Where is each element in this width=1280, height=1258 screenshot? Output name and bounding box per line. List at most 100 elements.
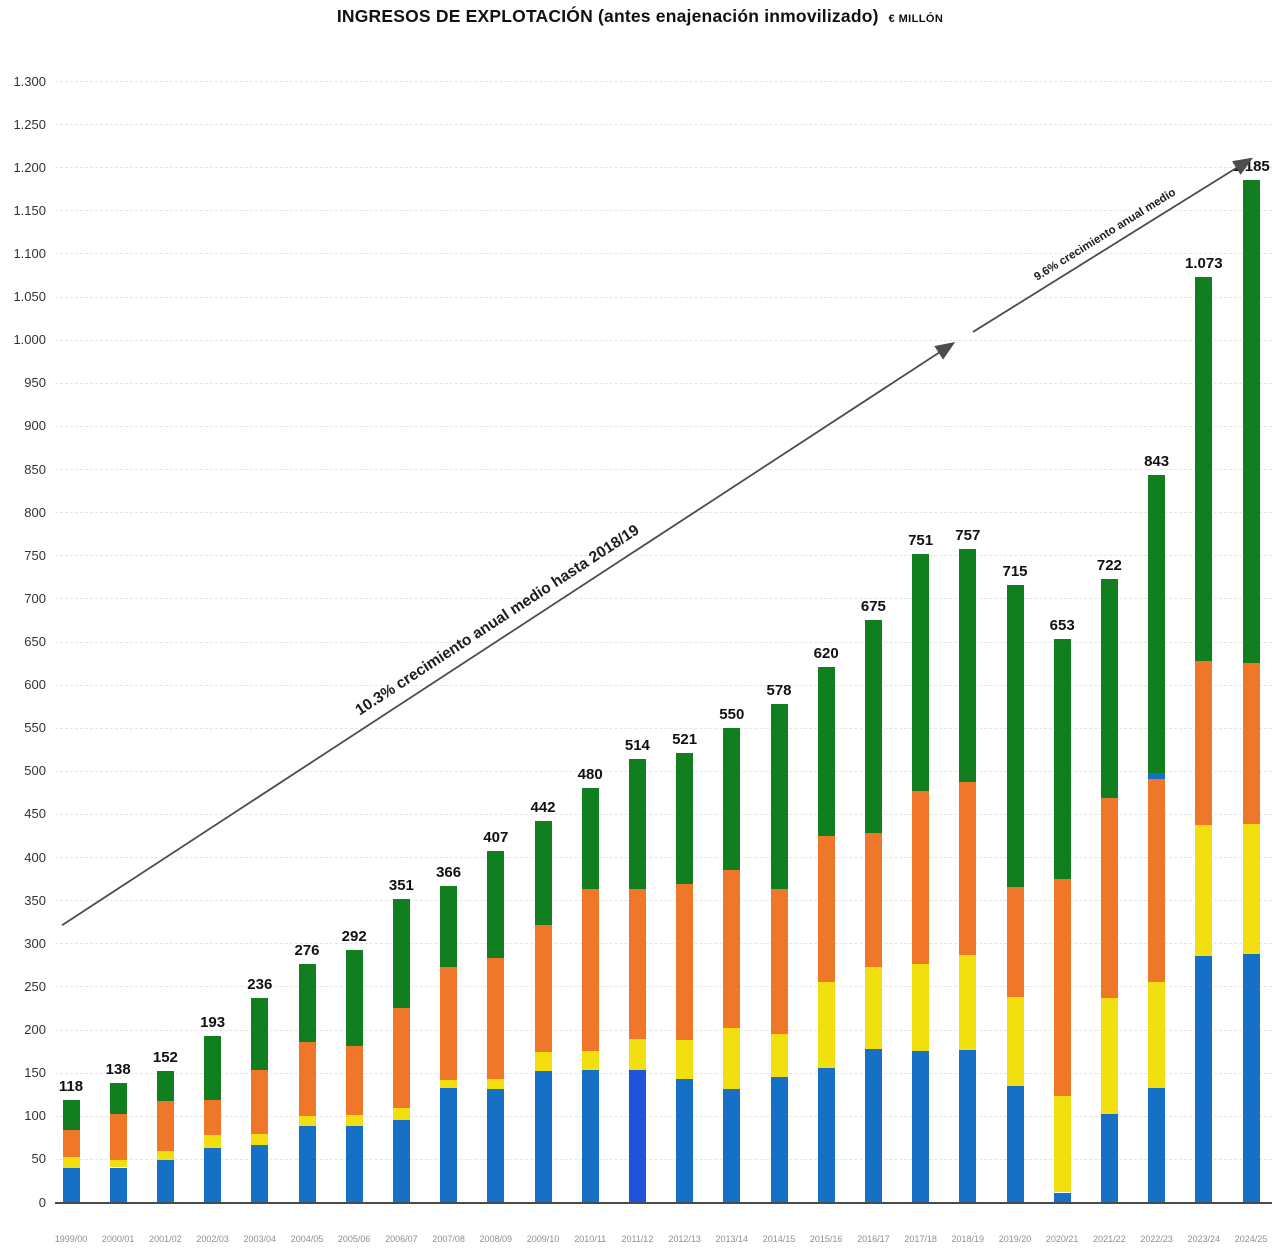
bar-2000/01-segment-green bbox=[109, 1083, 127, 1115]
bar-2019/20-segment-yellow bbox=[1006, 996, 1024, 1087]
bar-2014/15-segment-green bbox=[770, 703, 788, 889]
gridline-650 bbox=[55, 641, 1272, 643]
bar-total-label: 366 bbox=[436, 864, 462, 882]
bar-2008/09-segment-blue bbox=[487, 1089, 505, 1202]
bar-2021/22-segment-green bbox=[1100, 579, 1118, 798]
y-axis-tick-label: 600 bbox=[24, 677, 46, 693]
y-axis-tick-label: 800 bbox=[24, 504, 46, 520]
x-axis-label: 2007/08 bbox=[432, 1234, 465, 1244]
bar-2014/15-segment-orange bbox=[770, 888, 788, 1034]
bar-2011/12-segment-orange bbox=[628, 888, 646, 1040]
gridline-200 bbox=[55, 1029, 1272, 1031]
bar-2010/11-segment-blue bbox=[581, 1070, 599, 1202]
gridline-500 bbox=[55, 770, 1272, 772]
gridline-100 bbox=[55, 1115, 1272, 1117]
chart-header: INGRESOS DE EXPLOTACIÓN (antes enajenaci… bbox=[0, 6, 1280, 27]
bar-2024/25-segment-yellow bbox=[1242, 824, 1260, 954]
x-axis-label: 2005/06 bbox=[337, 1234, 371, 1244]
bar-2013/14-segment-yellow bbox=[723, 1027, 741, 1090]
y-axis-tick-label: 950 bbox=[24, 375, 46, 391]
bar-2020/21-segment-yellow bbox=[1053, 1095, 1071, 1193]
bar-2012/13-segment-blue bbox=[676, 1078, 694, 1202]
bar-2009/10-segment-green bbox=[534, 820, 552, 926]
x-axis-label: 2011/12 bbox=[621, 1234, 654, 1244]
bar-2020/21-segment-green bbox=[1053, 638, 1071, 879]
bar-2005/06-segment-blue bbox=[345, 1126, 363, 1202]
bar-2011/12-segment-yellow bbox=[628, 1039, 646, 1071]
bar-2012/13-segment-green bbox=[676, 752, 694, 884]
x-axis-label: 2021/22 bbox=[1093, 1234, 1126, 1244]
y-axis-tick-label: 100 bbox=[24, 1108, 46, 1124]
x-axis-label: 2004/05 bbox=[290, 1234, 324, 1244]
bar-2009/10-segment-yellow bbox=[534, 1051, 552, 1071]
gridline-1150 bbox=[55, 210, 1272, 212]
bar-2021/22-segment-blue bbox=[1100, 1114, 1118, 1202]
bar-1999/00-segment-green bbox=[62, 1100, 80, 1131]
bar-2015/16-segment-green bbox=[817, 667, 835, 837]
gridline-750 bbox=[55, 555, 1272, 557]
gridline-600 bbox=[55, 684, 1272, 686]
bar-2008/09-segment-orange bbox=[487, 957, 505, 1079]
bar-2016/17-segment-yellow bbox=[864, 967, 882, 1050]
bar-2017/18-segment-orange bbox=[912, 790, 930, 964]
y-axis-tick-label: 1.300 bbox=[13, 73, 46, 89]
y-axis-tick-label: 900 bbox=[24, 418, 46, 434]
x-axis-label: 2012/13 bbox=[668, 1234, 701, 1244]
bar-2023/24-segment-blue bbox=[1195, 956, 1213, 1202]
bar-2014/15-segment-yellow bbox=[770, 1033, 788, 1077]
bar-2022/23-segment-blue bbox=[1148, 1088, 1166, 1202]
bar-2021/22-segment-orange bbox=[1100, 797, 1118, 999]
bar-2007/08-segment-blue bbox=[440, 1088, 458, 1202]
bar-total-label: 442 bbox=[530, 798, 556, 816]
gridline-900 bbox=[55, 425, 1272, 427]
bar-2004/05-segment-yellow bbox=[298, 1115, 316, 1127]
bar-2023/24-segment-orange bbox=[1195, 661, 1213, 826]
chart-title: INGRESOS DE EXPLOTACIÓN (antes enajenaci… bbox=[336, 6, 879, 26]
bar-2018/19-segment-green bbox=[959, 549, 977, 783]
x-axis-label: 2015/16 bbox=[809, 1234, 843, 1244]
bar-total-label: 138 bbox=[105, 1061, 131, 1078]
gridline-800 bbox=[55, 512, 1272, 514]
bar-2002/03-segment-yellow bbox=[204, 1134, 222, 1148]
bar-2015/16-segment-orange bbox=[817, 836, 835, 983]
bar-total-label: 351 bbox=[388, 877, 414, 895]
y-axis-tick-label: 1.100 bbox=[13, 245, 46, 261]
y-axis-tick-label: 1.000 bbox=[13, 332, 46, 348]
bar-2002/03-segment-orange bbox=[204, 1100, 222, 1135]
bar-2012/13-segment-yellow bbox=[676, 1039, 694, 1079]
x-axis-label: 2001/02 bbox=[149, 1234, 182, 1244]
y-axis-tick-label: 1.150 bbox=[13, 202, 46, 218]
y-axis-tick-label: 850 bbox=[24, 461, 46, 477]
y-axis-tick-label: 750 bbox=[24, 547, 46, 563]
bar-2008/09-segment-green bbox=[487, 851, 505, 958]
bar-2022/23-segment-blue-sliver bbox=[1148, 772, 1166, 780]
gridline-550 bbox=[55, 727, 1272, 729]
bar-2006/07-segment-blue bbox=[392, 1120, 410, 1202]
bar-total-label: 751 bbox=[908, 532, 934, 550]
bar-2001/02-segment-orange bbox=[156, 1101, 174, 1152]
bar-2001/02-segment-blue bbox=[156, 1159, 174, 1202]
chart-unit-label: € MILLÓN bbox=[888, 13, 944, 25]
x-axis-label: 2010/11 bbox=[574, 1234, 607, 1244]
bar-total-label: 757 bbox=[955, 527, 981, 545]
bar-2019/20-segment-green bbox=[1006, 585, 1024, 888]
y-axis-tick-label: 400 bbox=[24, 849, 46, 865]
bar-2017/18-segment-yellow bbox=[912, 964, 930, 1052]
bar-2005/06-segment-orange bbox=[345, 1045, 363, 1115]
y-axis-tick-label: 200 bbox=[24, 1022, 46, 1038]
bar-2001/02-segment-green bbox=[156, 1070, 174, 1102]
gridline-850 bbox=[55, 469, 1272, 471]
bar-1999/00-segment-yellow bbox=[62, 1157, 80, 1168]
bar-total-label: 578 bbox=[766, 681, 792, 699]
x-axis-label: 2003/04 bbox=[243, 1234, 277, 1244]
x-axis-label: 2019/20 bbox=[998, 1234, 1032, 1244]
gridline-250 bbox=[55, 986, 1272, 988]
bar-2008/09-segment-yellow bbox=[487, 1078, 505, 1090]
gridline-300 bbox=[55, 943, 1272, 945]
bar-total-label: 620 bbox=[813, 645, 839, 663]
x-axis-label: 2014/15 bbox=[762, 1234, 796, 1244]
bar-total-label: 722 bbox=[1096, 557, 1122, 575]
bar-total-label: 1.073 bbox=[1185, 254, 1223, 272]
x-axis-label: 2002/03 bbox=[196, 1234, 229, 1244]
bar-total-label: 653 bbox=[1049, 616, 1075, 634]
